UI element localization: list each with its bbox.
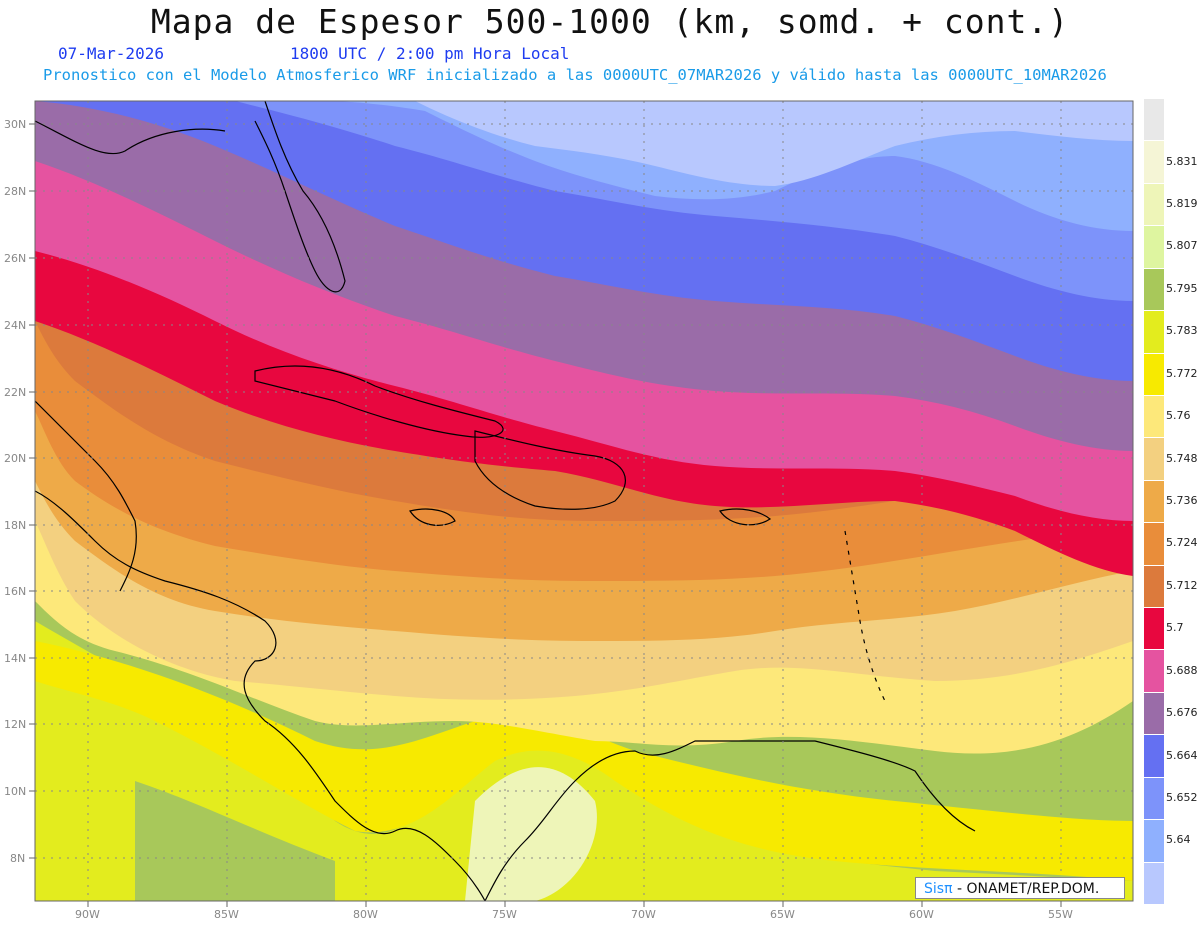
jamaica-coast: [409, 508, 456, 526]
lon-label: 65W: [770, 908, 795, 921]
lat-label: 24N: [4, 319, 27, 332]
color-scale-box: [1144, 776, 1164, 820]
color-scale-label: 5.676: [1166, 706, 1198, 720]
color-scale-label: 5.652: [1166, 790, 1198, 804]
color-scale-label: 5.807: [1166, 239, 1198, 253]
lat-label: 30N: [4, 118, 27, 131]
gulf-coast: [35, 120, 226, 155]
color-scale-label: 5.819: [1166, 197, 1198, 211]
lat-label: 14N: [4, 652, 27, 665]
lat-label: 8N: [10, 852, 26, 865]
color-scale-label: 5.736: [1166, 494, 1198, 507]
onamet-credit: - ONAMET/REP.DOM.: [952, 881, 1100, 897]
map-title: Mapa de Espesor 500-1000 (km, somd. + co…: [150, 2, 1070, 41]
color-scale-box: [1144, 140, 1164, 183]
color-scale-label: 5.783: [1166, 324, 1198, 338]
color-scale-box: [1144, 607, 1164, 650]
color-scale-box: [1144, 649, 1164, 692]
lon-label: 85W: [214, 908, 239, 921]
color-scale-label: 5.664: [1166, 748, 1198, 762]
lat-label: 26N: [4, 252, 27, 265]
forecast-time: 1800 UTC / 2:00 pm Hora Local: [290, 44, 570, 63]
color-scale-label: 5.76: [1166, 409, 1191, 423]
lat-label: 20N: [4, 452, 27, 465]
lat-label: 22N: [4, 386, 27, 399]
color-scale-box: [1144, 522, 1164, 565]
model-description: Pronostico con el Modelo Atmosferico WRF…: [43, 66, 1107, 84]
yucatan-coast: [35, 400, 137, 592]
color-scale-label: 5.64: [1166, 833, 1191, 847]
lesser-antilles: [844, 530, 886, 702]
lat-label: 10N: [4, 785, 27, 798]
coastlines: [35, 101, 976, 901]
lon-label: 75W: [492, 908, 517, 921]
lon-label: 70W: [631, 908, 656, 921]
color-scale-label: 5.831: [1166, 154, 1198, 168]
lat-label: 28N: [4, 185, 27, 198]
hispaniola-coast: [474, 430, 626, 510]
lon-label: 90W: [75, 908, 100, 921]
thickness-map: [35, 101, 1133, 901]
thickness-field: [35, 101, 1133, 901]
forecast-date: 07-Mar-2026: [58, 44, 164, 63]
color-scale-box: [1144, 267, 1164, 311]
color-scale-box: [1144, 352, 1164, 395]
color-scale-box: [1144, 310, 1164, 353]
band-5772: [35, 641, 1133, 881]
color-scale-box: [1144, 691, 1164, 735]
color-scale-bar: [1144, 98, 1164, 904]
florida-coast: [254, 101, 346, 293]
color-scale-box: [1144, 819, 1164, 862]
color-scale-label: 5.772: [1166, 366, 1198, 380]
cuba-coast: [254, 365, 504, 438]
credit-box: Sisπ - ONAMET/REP.DOM.: [915, 877, 1125, 899]
color-scale-label: 5.724: [1166, 536, 1198, 550]
lon-label: 55W: [1048, 908, 1073, 921]
sispi-logo-text: Sisπ: [924, 881, 953, 897]
lat-label: 12N: [4, 718, 27, 731]
lat-label: 18N: [4, 519, 27, 532]
color-scale-box: [1144, 225, 1164, 268]
color-scale-box: [1144, 182, 1164, 226]
lat-label: 16N: [4, 585, 27, 598]
color-scale-label: 5.795: [1166, 281, 1198, 295]
lon-label: 80W: [353, 908, 378, 921]
color-scale-box: [1144, 564, 1164, 608]
color-scale-box: [1144, 479, 1164, 523]
puerto-rico-coast: [719, 508, 772, 526]
color-scale-box: [1144, 861, 1164, 904]
south-america-coast: [484, 740, 976, 901]
color-scale-label: 5.712: [1166, 578, 1198, 592]
band-lightest: [415, 101, 1133, 186]
color-scale-label: 5.688: [1166, 663, 1198, 677]
color-scale-box: [1144, 734, 1164, 777]
color-scale-label: 5.748: [1166, 451, 1198, 465]
color-scale-box: [1144, 437, 1164, 480]
band-5795-central-america: [135, 781, 335, 901]
central-america-coast: [35, 490, 486, 901]
graticule: [35, 101, 1133, 901]
color-scale-label: 5.7: [1166, 621, 1184, 635]
color-scale-box: [1144, 98, 1164, 141]
color-scale-box: [1144, 394, 1164, 438]
lon-label: 60W: [909, 908, 934, 921]
